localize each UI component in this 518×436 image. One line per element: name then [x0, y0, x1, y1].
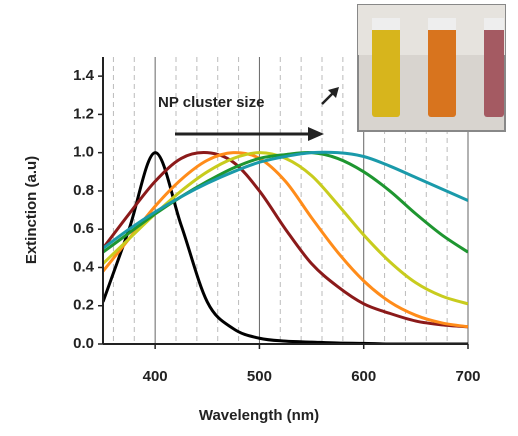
- annotation: NP cluster size: [158, 94, 264, 111]
- x-tick-label: 600: [351, 368, 376, 385]
- y-tick-label: 1.0: [73, 144, 94, 161]
- lines: [103, 150, 468, 344]
- x-axis-label: Wavelength (nm): [199, 407, 319, 424]
- series-line: [103, 151, 468, 344]
- y-tick-label: 0.0: [73, 335, 94, 352]
- annotation-arrow: [175, 87, 339, 141]
- x-tick-label: 400: [143, 368, 168, 385]
- y-axis-label: Extinction (a.u): [23, 156, 40, 264]
- y-tick-label: 1.4: [73, 67, 95, 84]
- series-line: [103, 150, 468, 250]
- y-tick-label: 0.4: [73, 258, 95, 275]
- x-tick-label: 500: [247, 368, 272, 385]
- inset-photo: [357, 4, 506, 132]
- axes: 400 500 600 700 0.0 0.2 0.4 0.6 0.8 1.0 1.2 1.4: [73, 57, 481, 385]
- series-line: [103, 151, 468, 329]
- y-tick-label: 1.2: [73, 105, 94, 122]
- series-line: [103, 151, 468, 329]
- y-tick-label: 0.2: [73, 297, 94, 314]
- y-tick-label: 0.8: [73, 182, 94, 199]
- x-tick-label: 700: [455, 368, 480, 385]
- y-tick-label: 0.6: [73, 220, 94, 237]
